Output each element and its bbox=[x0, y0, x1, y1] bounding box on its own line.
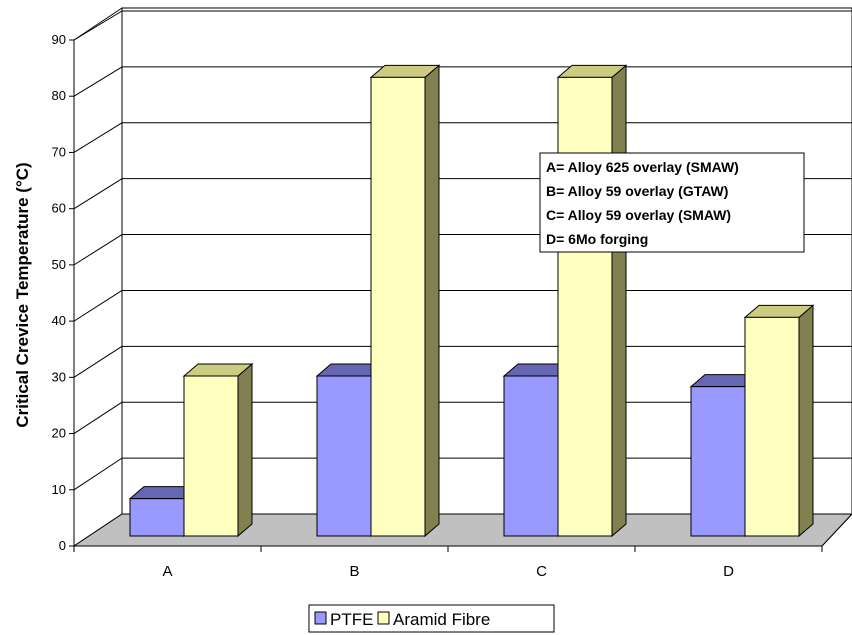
annotation-line-a: A= Alloy 625 overlay (SMAW) bbox=[546, 159, 739, 175]
gridline-side bbox=[73, 401, 123, 434]
legend-label-aramid: Aramid Fibre bbox=[393, 610, 490, 629]
bar-front bbox=[690, 386, 746, 537]
annotation-line-b: B= Alloy 59 overlay (GTAW) bbox=[546, 183, 728, 199]
gridline-side bbox=[73, 122, 123, 153]
x-axis: A B C D bbox=[73, 545, 823, 580]
legend-swatch-ptfe bbox=[314, 611, 327, 625]
bar-front bbox=[370, 76, 426, 537]
annotation-line-d: D= 6Mo forging bbox=[546, 231, 648, 247]
bar-front bbox=[744, 316, 800, 537]
gridline-side bbox=[73, 10, 123, 41]
x-tick-label: B bbox=[349, 563, 359, 580]
y-axis-label: Critical Crevice Temperature (°C) bbox=[13, 162, 32, 427]
y-tick-label: 30 bbox=[52, 369, 66, 384]
bar-side bbox=[611, 64, 627, 538]
bar-front bbox=[557, 76, 613, 537]
side-wall bbox=[73, 7, 123, 547]
y-tick-label: 70 bbox=[52, 144, 66, 159]
y-tick-label: 20 bbox=[52, 426, 66, 441]
y-tick-label: 0 bbox=[59, 538, 66, 553]
x-tick-label: A bbox=[162, 563, 172, 580]
x-tick-label: D bbox=[723, 563, 734, 580]
bar-aramid-fibre-b bbox=[369, 64, 441, 538]
bar-front bbox=[316, 375, 372, 537]
gridline-side bbox=[73, 290, 123, 322]
y-axis: 0 10 20 30 40 50 60 70 80 90 bbox=[52, 32, 75, 553]
y-tick-label: 60 bbox=[52, 201, 66, 216]
y-tick-label: 10 bbox=[52, 482, 66, 497]
bar-front bbox=[183, 375, 239, 537]
annotation-box: A= Alloy 625 overlay (SMAW) B= Alloy 59 … bbox=[539, 152, 805, 253]
bar-aramid-fibre-d bbox=[743, 304, 815, 538]
bar-front bbox=[503, 375, 559, 537]
y-tick-label: 50 bbox=[52, 257, 66, 272]
bar-front bbox=[129, 498, 185, 537]
bar-side bbox=[424, 64, 440, 538]
y-tick-label: 40 bbox=[52, 313, 66, 328]
bar-aramid-fibre-a bbox=[182, 362, 254, 538]
gridline-side bbox=[73, 345, 123, 378]
gridline-side bbox=[73, 178, 123, 210]
gridline-side bbox=[73, 457, 123, 491]
gridline-side bbox=[73, 66, 123, 97]
bar-side bbox=[798, 304, 814, 538]
legend: PTFE Aramid Fibre bbox=[308, 604, 555, 633]
gridline-side bbox=[73, 234, 123, 266]
y-tick-label: 90 bbox=[52, 32, 66, 47]
annotation-line-c: C= Alloy 59 overlay (SMAW) bbox=[546, 207, 731, 223]
legend-label-ptfe: PTFE bbox=[330, 610, 373, 629]
legend-swatch-aramid bbox=[377, 611, 390, 625]
bar-side bbox=[237, 362, 253, 538]
y-tick-label: 80 bbox=[52, 88, 66, 103]
x-tick-label: C bbox=[536, 563, 547, 580]
bar-aramid-fibre-c bbox=[556, 64, 628, 538]
